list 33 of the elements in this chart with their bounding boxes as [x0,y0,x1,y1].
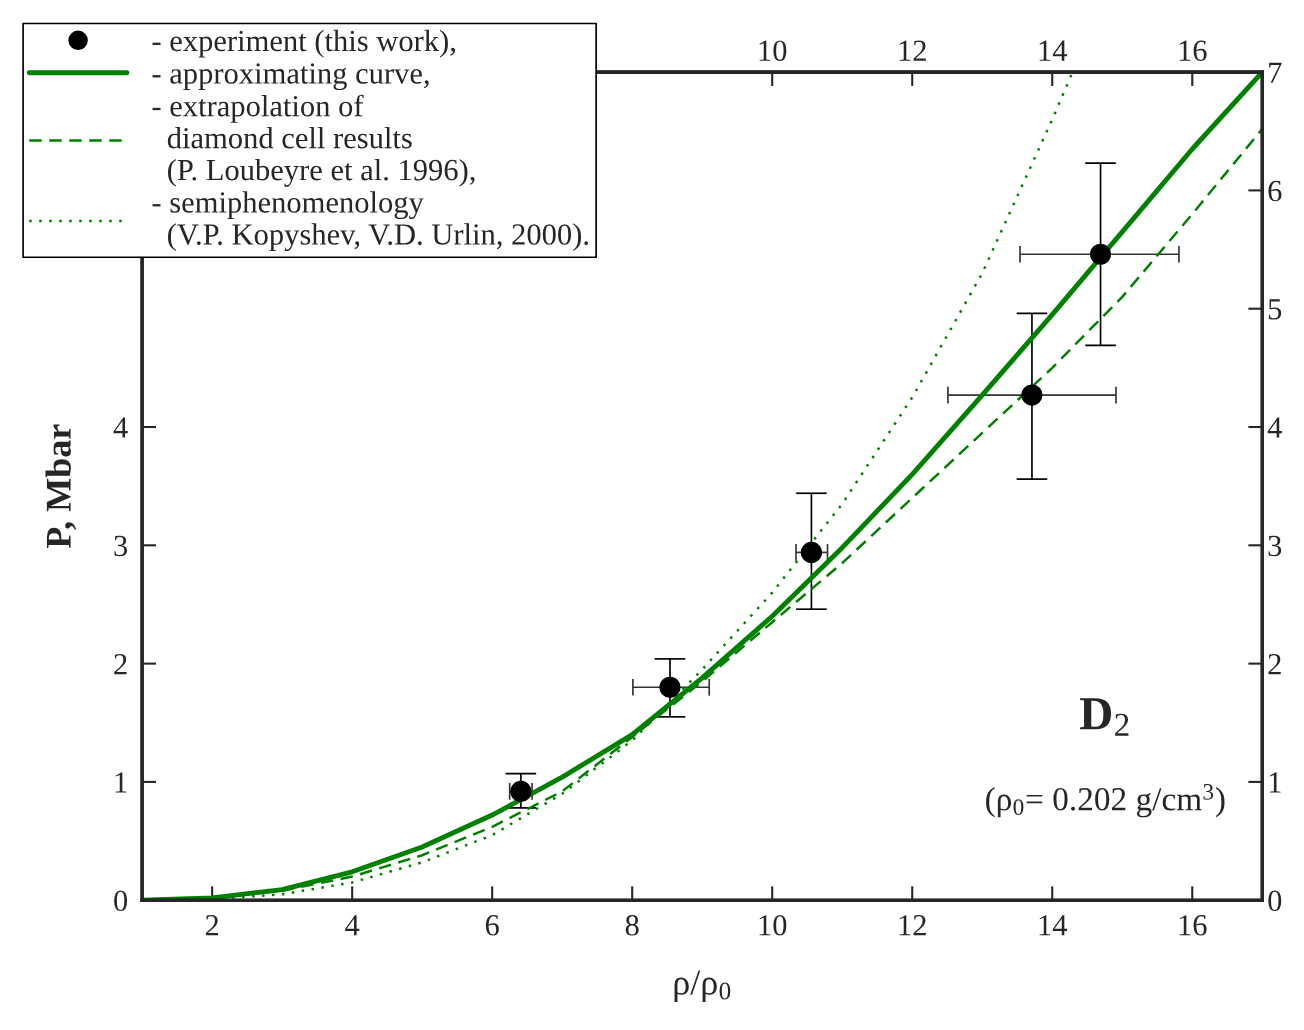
y-tick-label: 1 [115,772,127,793]
legend-label: - approximating curve, [152,63,429,91]
x-tick-label: 2 [205,915,219,936]
y-tick-label: 0 [114,890,128,912]
legend-label: - semiphenomenology (V.P. Kopyshev, V.D. Urlin, 2000). [152,191,588,252]
y-tick-label: 4 [113,417,128,438]
y2-tick-label: 1 [1269,772,1281,793]
legend-label: - experiment (this work), [152,29,455,58]
y2-tick-label: 7 [1269,62,1282,83]
legend-label: - extrapolation of diamond cell results (P. Loubeyre et al. 1996), [152,94,475,187]
y2-tick-label: 5 [1268,299,1282,320]
y-tick-label: 2 [114,653,127,675]
x2-tick-label: 12 [899,40,926,61]
x-tick-label: 4 [345,915,360,936]
x-tick-label: 8 [625,914,639,936]
annotation: D$_{2}$ [1080,698,1129,736]
x2-tick-label: 14 [1039,40,1068,61]
y-axis-title: P, Mbar [45,424,77,549]
x2-tick-label: 10 [759,40,787,62]
y2-tick-label: 4 [1267,417,1282,438]
y-tick-label: 3 [114,535,128,557]
x2-tick-label: 16 [1179,40,1207,62]
x-tick-label: 10 [759,914,787,936]
y2-tick-label: 6 [1268,180,1282,202]
x-axis-title: ρ/ρ$_{0}$ [674,970,731,1003]
y2-tick-label: 3 [1268,535,1282,557]
y2-tick-label: 2 [1268,653,1281,675]
x-tick-label: 16 [1179,915,1207,936]
x-tick-label: 6 [485,915,499,936]
y2-tick-label: 0 [1268,890,1282,912]
x-tick-label: 14 [1039,915,1068,936]
annotation: (ρ$_{0}$= 0.202 g/cm$^{3}$) [986,784,1225,818]
x-tick-label: 12 [899,915,926,936]
